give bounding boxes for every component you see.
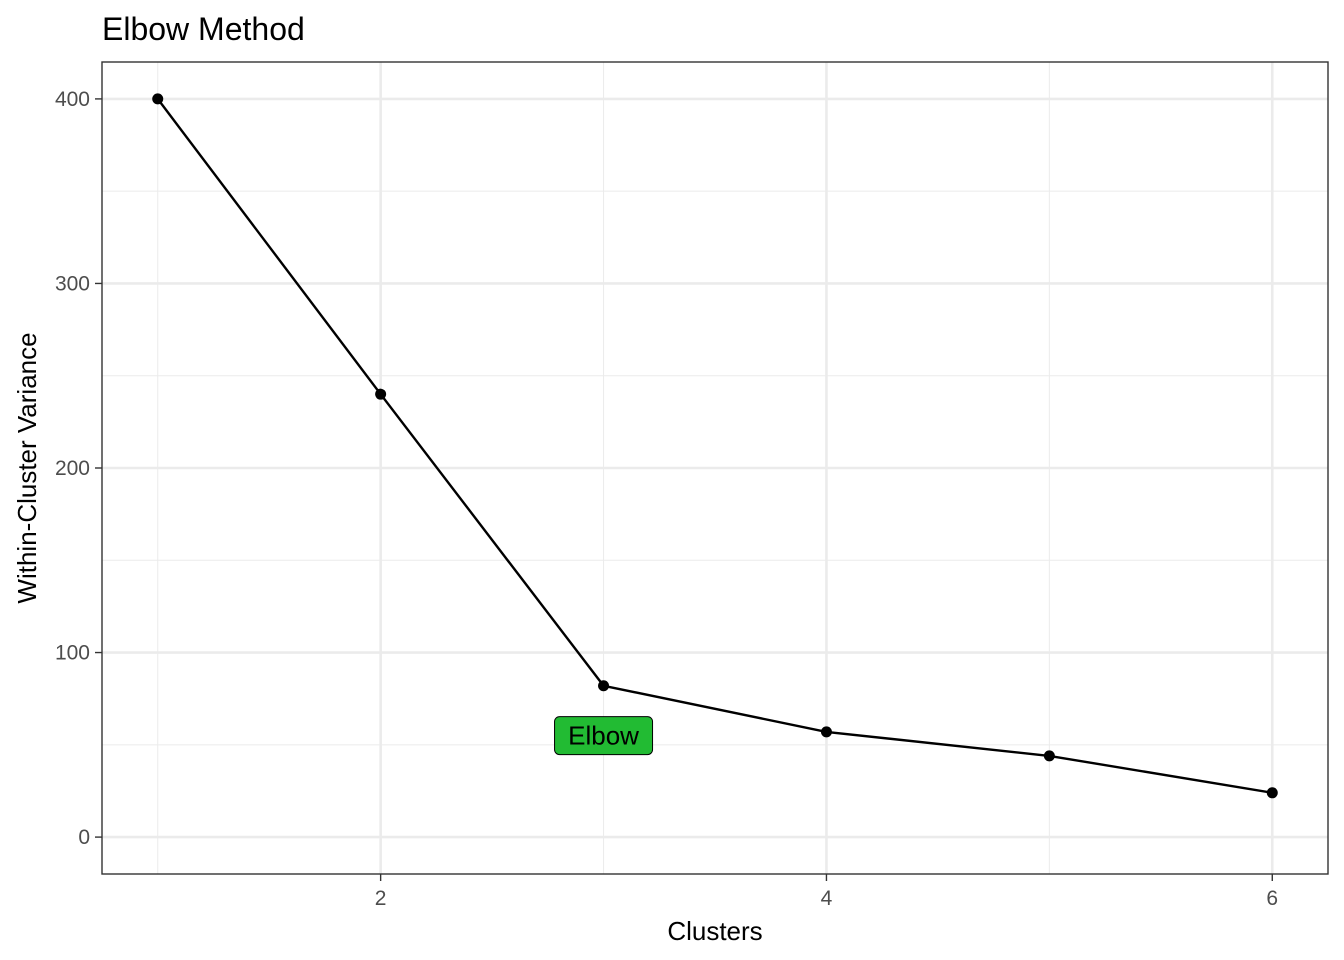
data-point xyxy=(598,680,610,692)
y-tick-label: 400 xyxy=(55,88,90,111)
y-tick-label: 300 xyxy=(55,272,90,295)
data-point xyxy=(375,388,387,400)
elbow-label-box xyxy=(554,716,654,756)
data-point xyxy=(1266,787,1278,799)
x-axis: 2 4 6 xyxy=(375,874,1278,910)
chart-title: Elbow Method xyxy=(102,11,305,47)
y-tick-label: 100 xyxy=(55,642,90,665)
x-axis-title: Clusters xyxy=(667,916,762,946)
data-point xyxy=(152,93,164,105)
x-tick-label: 2 xyxy=(375,887,387,910)
series-layer xyxy=(152,93,1278,799)
major-grid xyxy=(102,62,1328,874)
y-tick-label: 0 xyxy=(78,826,90,849)
data-point xyxy=(1043,750,1055,762)
y-axis-title: Within-Cluster Variance xyxy=(12,332,42,603)
x-tick-label: 6 xyxy=(1266,887,1278,910)
series-line xyxy=(156,98,1273,794)
data-point xyxy=(820,726,832,738)
y-tick-label: 200 xyxy=(55,457,90,480)
elbow-label: Elbow xyxy=(568,721,639,751)
elbow-annotation: Elbow xyxy=(554,716,654,756)
y-axis: 0 100 200 300 400 xyxy=(55,88,102,849)
x-tick-label: 4 xyxy=(821,887,833,910)
